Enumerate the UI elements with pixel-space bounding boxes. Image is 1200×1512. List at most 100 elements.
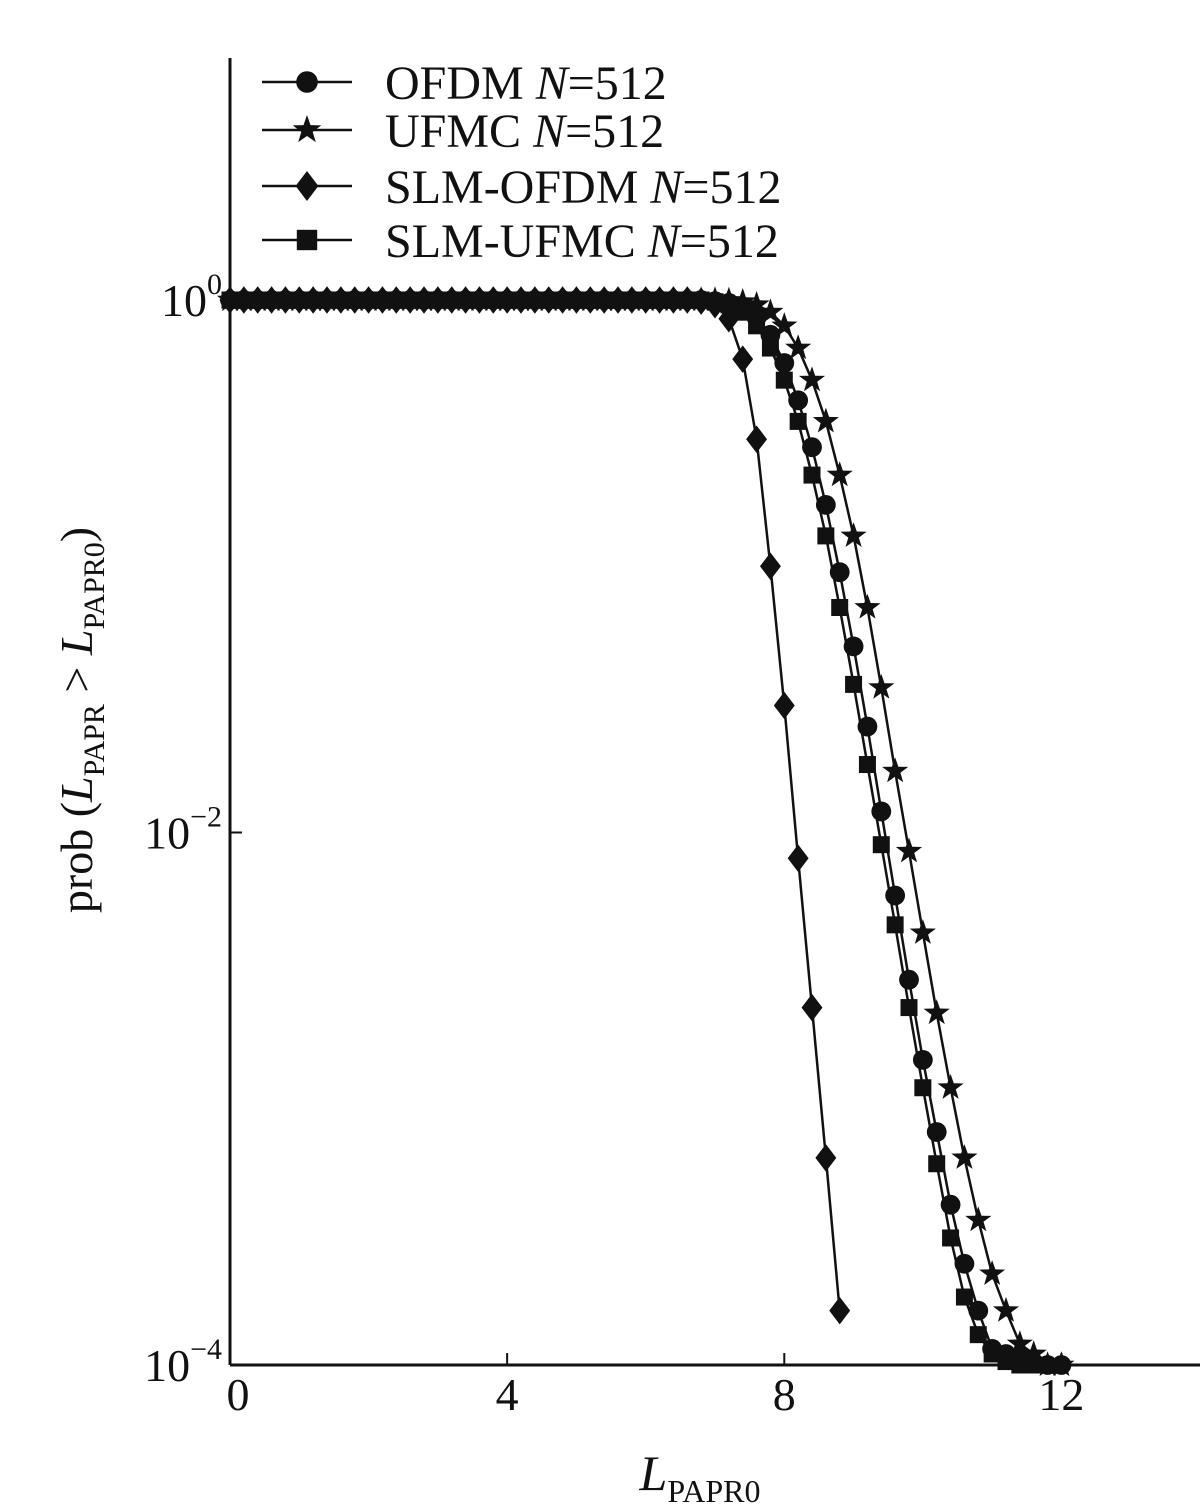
data-point <box>732 345 754 373</box>
data-point <box>773 691 795 720</box>
data-point <box>651 291 669 309</box>
data-point <box>332 291 350 309</box>
series-ofdm <box>220 290 1072 1375</box>
data-point <box>540 291 558 309</box>
data-point <box>965 1206 992 1232</box>
data-point <box>595 291 613 309</box>
data-point <box>789 412 807 430</box>
x-tick-label: 12 <box>1038 1369 1084 1420</box>
data-point <box>581 291 599 309</box>
data-point <box>942 1229 960 1247</box>
data-point <box>829 1296 851 1325</box>
data-point <box>678 291 696 309</box>
data-point <box>900 999 918 1017</box>
data-point <box>979 1260 1006 1285</box>
data-point <box>983 1345 1001 1363</box>
data-point <box>858 756 876 774</box>
data-point <box>845 675 863 693</box>
axes: 0 4 8 12 100 10−2 10−4 <box>144 58 1200 1420</box>
y-tick-label: 10−4 <box>144 1333 222 1391</box>
legend-label: OFDM N=512 <box>385 57 667 110</box>
data-point <box>526 291 544 309</box>
legend-item-ofdm: OFDM N=512 <box>262 57 667 110</box>
axis-labels: LPAPR0 prob (LPAPR > LPAPR0) <box>51 527 760 1509</box>
data-point <box>276 291 294 309</box>
data-point <box>895 837 923 863</box>
data-point <box>759 552 781 580</box>
data-point <box>470 291 488 309</box>
legend-marker <box>292 115 322 143</box>
data-point <box>429 291 447 309</box>
data-point <box>785 334 812 360</box>
data-point <box>803 466 821 484</box>
legend-item-ufmc: UFMC N=512 <box>262 105 664 158</box>
series-line <box>230 298 1034 1367</box>
data-point <box>886 916 904 934</box>
data-point <box>290 291 308 309</box>
data-point <box>692 291 710 309</box>
data-point <box>798 366 826 392</box>
data-point <box>951 1144 978 1169</box>
data-point <box>360 291 378 309</box>
data-point <box>746 425 768 453</box>
data-point <box>775 371 793 389</box>
legend-marker <box>295 171 319 201</box>
x-tick-label: 4 <box>496 1369 519 1420</box>
data-point <box>373 291 391 309</box>
x-tick-label: 8 <box>773 1369 796 1420</box>
data-point <box>757 298 784 324</box>
data-point <box>812 407 839 433</box>
series-line <box>230 298 1062 1367</box>
data-point <box>387 291 405 309</box>
data-point <box>720 296 738 314</box>
data-point <box>664 291 682 309</box>
data-point <box>743 291 770 316</box>
data-point <box>937 1074 964 1099</box>
data-point <box>637 291 655 309</box>
data-point <box>457 291 475 309</box>
data-point <box>954 1253 975 1274</box>
data-point <box>968 1300 989 1321</box>
data-point <box>346 291 364 309</box>
data-point <box>831 598 849 616</box>
data-point <box>1006 1330 1033 1355</box>
data-point <box>914 1079 932 1097</box>
data-point <box>815 1144 837 1172</box>
series-line <box>230 298 1062 1367</box>
data-point <box>401 291 419 309</box>
series-line <box>230 298 841 1311</box>
data-point <box>969 1326 987 1344</box>
data-point <box>923 999 950 1025</box>
y-axis-label: prob (LPAPR > LPAPR0) <box>51 527 111 913</box>
data-point <box>787 844 809 873</box>
legend-item-slm-ofdm: SLM-OFDM N=512 <box>262 161 781 214</box>
x-axis-label: LPAPR0 <box>639 1445 761 1509</box>
data-point <box>623 291 641 309</box>
x-tick-label: 0 <box>227 1369 250 1420</box>
data-point <box>263 291 281 309</box>
legend-item-slm-ufmc: SLM-UFMC N=512 <box>262 215 779 268</box>
data-point <box>909 919 936 944</box>
data-point <box>872 836 890 854</box>
data-point <box>928 1155 946 1173</box>
data-point <box>992 1296 1020 1322</box>
data-point <box>771 312 798 337</box>
data-point <box>554 291 572 309</box>
legend-label: UFMC N=512 <box>385 105 664 158</box>
series-slm-ofdm <box>219 286 851 1325</box>
legend-marker <box>296 229 318 251</box>
data-point <box>318 291 336 309</box>
data-point <box>235 291 253 309</box>
y-tick-label: 10−2 <box>144 801 222 859</box>
data-point <box>868 673 895 699</box>
legend-label: SLM-OFDM N=512 <box>385 161 781 214</box>
data-point <box>761 339 779 357</box>
data-point <box>882 757 909 783</box>
data-point <box>748 317 766 335</box>
data-point <box>955 1288 973 1306</box>
data-point <box>734 303 752 321</box>
data-point <box>729 288 756 313</box>
data-point <box>484 291 502 309</box>
